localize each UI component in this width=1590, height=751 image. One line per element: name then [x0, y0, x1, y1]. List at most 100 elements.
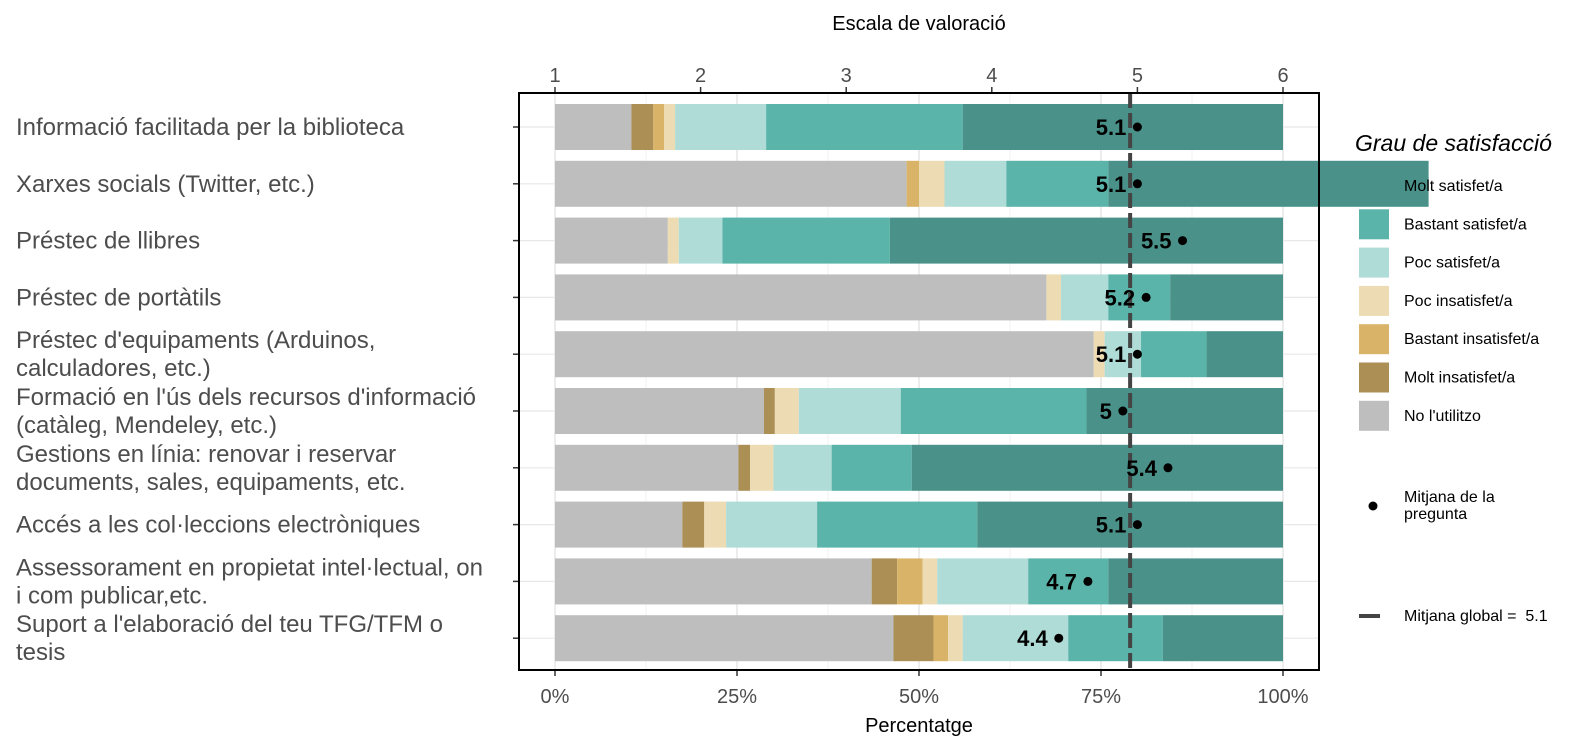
bar-segment [911, 444, 1283, 491]
mean-value-label: 5.1 [1096, 115, 1127, 140]
mean-point [1163, 463, 1173, 473]
mean-point [1141, 292, 1151, 302]
mean-value-label: 5.1 [1096, 513, 1127, 538]
mean-point [1054, 633, 1064, 643]
bar-segment [675, 104, 767, 150]
bar-segment [555, 331, 1094, 378]
category-label: Informació facilitada per la biblioteca [16, 114, 405, 141]
top-tick-label: 2 [695, 65, 706, 87]
bar-segment [773, 444, 832, 491]
bar-segment [738, 444, 751, 491]
mean-point [1083, 576, 1093, 586]
bar-segment [682, 501, 705, 548]
bottom-tick-label: 100% [1257, 686, 1308, 708]
legend-label: Bastant satisfet/a [1404, 216, 1527, 233]
bar-segment [1108, 274, 1171, 321]
bar-segment [555, 615, 894, 662]
category-label: Préstec d'equipaments (Arduinos, calculad… [16, 327, 375, 382]
bar-segment [906, 160, 919, 207]
category-label: Assessorament en propietat intel·lectual… [16, 554, 483, 609]
bar-segment [631, 104, 654, 150]
bar-segment [653, 104, 665, 150]
bar-segment [1086, 388, 1283, 434]
bar-segment [726, 501, 818, 548]
top-tick-label: 1 [549, 65, 560, 87]
bar-segment [667, 217, 679, 264]
bar-segment [678, 217, 723, 264]
bar-segment [937, 558, 1029, 605]
bottom-axis-title: Percentatge [865, 715, 973, 737]
legend-swatch [1359, 285, 1389, 316]
bar-segment [1141, 331, 1207, 378]
mean-value-label: 4.7 [1046, 569, 1077, 594]
mean-point [1132, 179, 1142, 189]
category-label: Préstec de portàtils [16, 284, 221, 311]
bar-segment [871, 558, 898, 605]
category-label: Accés a les col·leccions electròniques [16, 512, 420, 539]
bar-segment [555, 558, 872, 605]
bar-segment [1108, 558, 1283, 605]
bar-segment [962, 104, 1283, 150]
legend-label: Molt insatisfet/a [1404, 370, 1515, 387]
legend-swatch [1359, 171, 1389, 201]
bar-segment [1068, 615, 1163, 662]
legend-swatch [1359, 362, 1389, 393]
bar-segment [555, 217, 668, 264]
bottom-tick-label: 25% [717, 686, 757, 708]
legend-swatch [1359, 400, 1389, 431]
bar-segment [722, 217, 890, 264]
bar-segment [897, 558, 923, 605]
bar-segment [704, 501, 727, 548]
mean-point [1118, 406, 1128, 416]
bottom-tick-label: 0% [541, 686, 570, 708]
mean-value-label: 5 [1100, 399, 1112, 424]
bottom-tick-label: 50% [899, 686, 939, 708]
bar-segment [900, 388, 1087, 434]
legend-label: Poc satisfet/a [1404, 255, 1500, 272]
category-labels: Informació facilitada per la biblioteca X… [16, 114, 483, 666]
legend-swatch [1359, 247, 1389, 278]
bar-segment [1046, 274, 1061, 321]
legend-label: Bastant insatisfet/a [1404, 331, 1539, 348]
bar-segment [933, 615, 949, 662]
mean-value-label: 5.1 [1096, 172, 1127, 197]
bar-segment [817, 501, 978, 548]
plot-border [518, 92, 1320, 671]
mean-point [1132, 520, 1142, 530]
category-label: Gestions en línia: renovar i reservar doc… [16, 441, 406, 496]
mean-value-label: 5.4 [1126, 456, 1157, 481]
top-tick-label: 6 [1277, 65, 1288, 87]
bar-segment [555, 501, 683, 548]
bars [555, 104, 1429, 662]
mean-point [1132, 349, 1142, 359]
bar-segment [798, 388, 901, 434]
bar-segment [555, 104, 632, 150]
legend-mean-label: Mitjana de la pregunta [1404, 489, 1495, 523]
bar-segment [766, 104, 963, 150]
bar-segment [664, 104, 676, 150]
bar-segment [1028, 558, 1109, 605]
top-axis-title: Escala de valoració [832, 13, 1005, 35]
mean-value-label: 5.5 [1141, 229, 1172, 254]
category-label: Formació en l'ús dels recursos d'informa… [16, 384, 476, 439]
top-tick-label: 5 [1132, 65, 1143, 87]
top-tick-label: 3 [841, 65, 852, 87]
legend-mean-marker [1368, 501, 1378, 511]
legend-label: Molt satisfet/a [1404, 178, 1503, 195]
mean-markers: 5.1 5.1 5.5 5.2 5.1 5 5.4 5.1 4.7 4.4 [1017, 115, 1188, 651]
bar-segment [1093, 331, 1105, 378]
legend-global-mean-label: Mitjana global = 5.1 [1404, 608, 1548, 625]
bar-segment [555, 388, 764, 434]
mean-point [1132, 122, 1142, 132]
bar-segment [922, 558, 938, 605]
bar-segment [555, 444, 739, 491]
bar-segment [1206, 331, 1283, 378]
bar-segment [893, 615, 934, 662]
bar-segment [889, 217, 1283, 264]
bar-segment [555, 274, 1047, 321]
bar-segment [831, 444, 912, 491]
mean-point [1178, 236, 1188, 246]
mean-value-label: 5.1 [1096, 342, 1127, 367]
bar-segment [919, 160, 945, 207]
bar-segment [962, 615, 1069, 662]
